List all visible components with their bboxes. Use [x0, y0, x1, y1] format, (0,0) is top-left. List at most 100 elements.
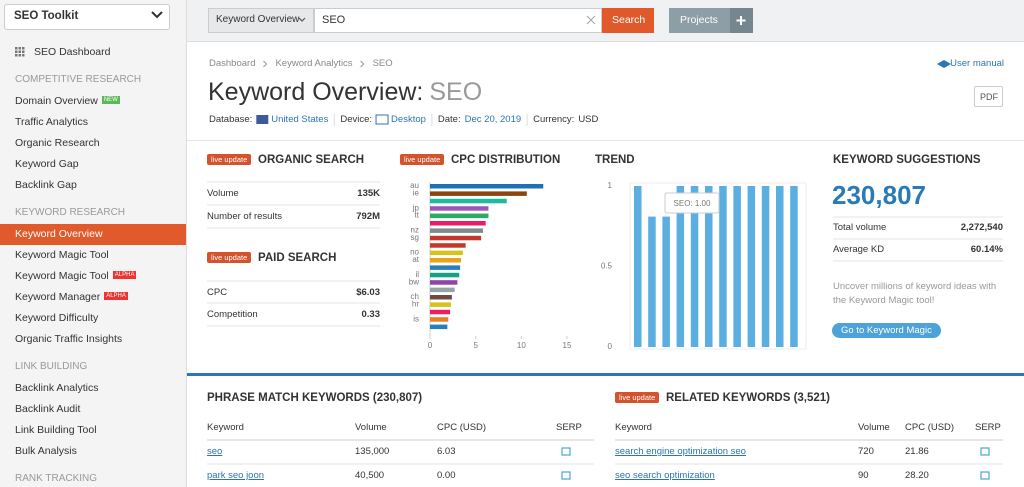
cpc: 28.20 — [905, 470, 929, 481]
cpc: 0.00 — [437, 470, 456, 481]
cpc-bar — [430, 206, 489, 211]
cpc: 6.03 — [437, 446, 456, 457]
pdf-button[interactable] — [974, 86, 1003, 107]
projects-label[interactable]: Projects — [680, 14, 718, 26]
y-tick-label: no — [410, 248, 419, 257]
cpc-bar — [430, 213, 489, 219]
toolkit-title[interactable]: SEO Toolkit — [14, 10, 79, 22]
page-title: Keyword Overview: — [208, 78, 424, 106]
metric-value: 135K — [357, 188, 380, 199]
keyword-link[interactable]: park seo joon — [207, 470, 265, 481]
keyword-link[interactable]: seo search optimization — [615, 470, 715, 481]
filter-value[interactable]: Desktop — [391, 114, 426, 125]
nav-item[interactable]: Traffic Analytics — [15, 116, 88, 128]
nav-item[interactable]: Backlink Audit — [15, 403, 81, 415]
y-tick-label: at — [412, 255, 419, 264]
y-tick-label: 1 — [608, 181, 613, 190]
live-update-badge: live update — [207, 252, 252, 263]
nav-item[interactable]: Keyword Manager — [15, 291, 101, 303]
filter-label: Currency: — [533, 114, 575, 125]
cpc-bar — [430, 317, 449, 322]
breadcrumb[interactable]: Dashboard — [209, 58, 256, 69]
metric-label: Total volume — [833, 222, 887, 233]
breadcrumb-sep — [263, 60, 268, 68]
clear-icon — [586, 15, 596, 25]
cpc-bar — [430, 324, 448, 330]
cpc-bar — [430, 235, 482, 241]
keyword-link[interactable]: seo — [207, 446, 223, 457]
search-dropdown[interactable] — [208, 8, 314, 33]
live-update-badge: live update — [400, 154, 445, 165]
nav-item[interactable]: SEO Dashboard — [34, 46, 111, 58]
user-manual-link[interactable]: User manual — [950, 58, 1004, 69]
y-tick-label: is — [413, 314, 419, 323]
nav-badge: ALPHA — [112, 271, 137, 279]
filter-value[interactable]: Dec 20, 2019 — [464, 114, 522, 125]
dashboard-icon — [18, 50, 21, 53]
x-tick-label: 15 — [563, 341, 572, 350]
nav-item[interactable]: Keyword Magic Tool — [15, 249, 109, 261]
toolkit-select[interactable] — [4, 4, 170, 30]
nav-item[interactable]: Organic Traffic Insights — [15, 333, 123, 345]
nav-item[interactable]: Organic Research — [15, 137, 100, 149]
nav-item[interactable]: Keyword Overview — [15, 228, 103, 240]
search-mode[interactable]: Keyword Overview — [216, 14, 300, 25]
nav-item[interactable]: Backlink Gap — [15, 179, 77, 191]
search-button-label[interactable]: Search — [612, 14, 646, 26]
breadcrumb: SEO — [372, 58, 393, 69]
nav-item[interactable]: Keyword Magic Tool — [15, 270, 109, 282]
keyword-magic-button[interactable] — [832, 323, 941, 338]
metric-value: $6.03 — [356, 287, 380, 298]
suggestions-text: Uncover millions of keyword ideas with — [833, 281, 997, 292]
metric-value: 0.33 — [361, 309, 381, 320]
x-tick-label: 0 — [428, 341, 433, 350]
cpc: 21.86 — [905, 446, 929, 457]
search-input[interactable] — [314, 8, 602, 33]
live-update-badge: live update — [615, 392, 660, 403]
filter-value: USD — [578, 114, 599, 125]
cpc-bar — [430, 287, 455, 293]
filter-value[interactable]: United States — [271, 114, 329, 125]
nav-item[interactable]: Keyword Gap — [15, 158, 79, 170]
y-tick-label: ie — [413, 189, 420, 198]
plot-area — [629, 182, 807, 350]
cpc-bar — [430, 258, 462, 263]
manual-icon — [937, 60, 951, 68]
nav-section-title: COMPETITIVE RESEARCH — [15, 74, 142, 85]
serp-icon — [980, 447, 990, 456]
metric-label: CPC — [207, 287, 228, 298]
cpc-bar — [430, 302, 452, 307]
column-header: SERP — [975, 422, 1001, 433]
flag-icon — [256, 115, 269, 124]
nav-item[interactable]: Bulk Analysis — [15, 445, 77, 457]
nav-item[interactable]: Domain Overview — [15, 95, 98, 107]
serp-icon — [561, 447, 571, 456]
filter-label: Date: — [437, 114, 461, 125]
cpc-bar — [430, 309, 451, 315]
widget-title: KEYWORD SUGGESTIONS — [833, 154, 981, 166]
widget-title: CPC DISTRIBUTION — [451, 154, 561, 166]
keyword-link[interactable]: search engine optimization seo — [615, 446, 746, 457]
trend-bar — [662, 216, 670, 347]
search-button[interactable] — [602, 8, 654, 33]
keyword-magic-label[interactable]: Go to Keyword Magic — [841, 325, 932, 336]
tooltip-box — [664, 192, 720, 214]
serp-icon — [561, 471, 571, 480]
volume: 135,000 — [355, 446, 390, 457]
nav-item[interactable]: Keyword Difficulty — [15, 312, 99, 324]
dashboard-icon — [15, 50, 18, 53]
metric-label: Number of results — [207, 211, 282, 222]
dashboard-icon — [18, 54, 21, 57]
live-update-badge: live update — [207, 154, 252, 165]
search-query[interactable]: SEO — [322, 14, 346, 26]
breadcrumb[interactable]: Keyword Analytics — [275, 58, 353, 69]
nav-badge: ALPHA — [104, 292, 128, 300]
trend-bar — [733, 186, 741, 347]
nav-item[interactable]: Link Building Tool — [15, 424, 97, 436]
column-header: Keyword — [615, 422, 652, 433]
nav-item[interactable]: Backlink Analytics — [15, 382, 99, 394]
volume: 720 — [858, 446, 874, 457]
metric-label: Volume — [207, 188, 239, 199]
pdf-label[interactable]: PDF — [980, 92, 998, 102]
